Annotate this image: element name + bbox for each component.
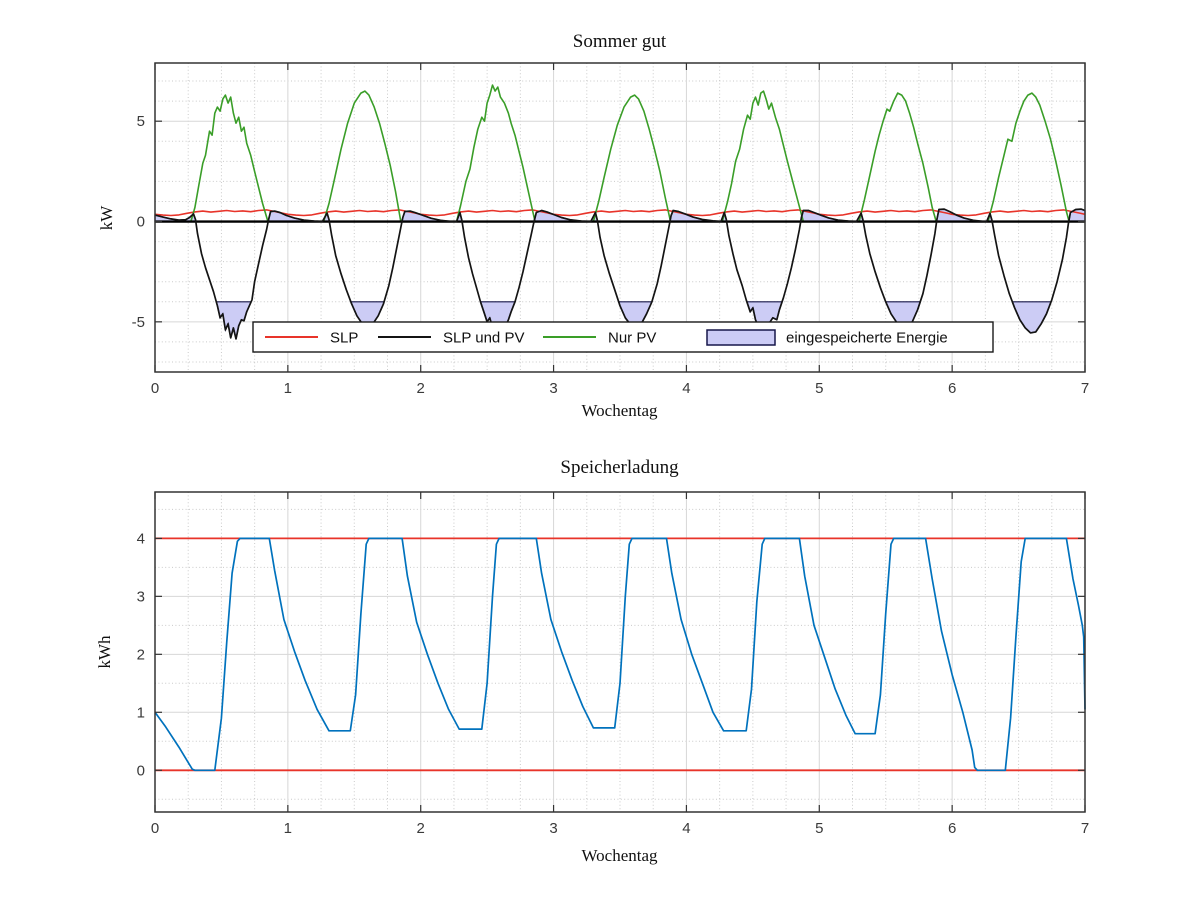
- x-tick-label: 6: [948, 820, 956, 837]
- x-tick-label: 1: [284, 820, 292, 837]
- series-nur-pv: [155, 84, 1085, 223]
- x-tick-label: 0: [151, 820, 159, 837]
- y-tick-label: 4: [137, 530, 145, 547]
- bottom-chart-xlabel: Wochentag: [581, 846, 658, 865]
- legend-label-stored-energy: eingespeicherte Energie: [786, 330, 948, 347]
- axes-box: [154, 491, 1086, 813]
- top-chart-xlabel: Wochentag: [581, 401, 658, 420]
- x-tick-label: 2: [417, 820, 425, 837]
- x-tick-label: 2: [417, 380, 425, 397]
- series-slp-und-pv: [154, 208, 1086, 341]
- y-tick-label: 3: [137, 588, 145, 605]
- legend-patch-stored-energy: [706, 329, 776, 346]
- y-tick-label: 0: [137, 762, 145, 779]
- tick-marks: [154, 492, 1086, 812]
- x-tick-label: 7: [1081, 820, 1089, 837]
- x-tick-label: 4: [682, 380, 690, 397]
- bottom-chart-title: Speicherladung: [560, 457, 679, 478]
- tick-marks: [154, 63, 1086, 372]
- legend-box: [252, 321, 994, 353]
- bottom-chart-ylabel: kWh: [95, 635, 114, 669]
- legend-label-slp-und-pv: SLP und PV: [443, 330, 524, 347]
- x-tick-label: 6: [948, 380, 956, 397]
- minor-grid: [155, 492, 1085, 812]
- x-tick-label: 5: [815, 380, 823, 397]
- x-tick-label: 4: [682, 820, 690, 837]
- bottom-chart: 0 1 2 3 4 5 6 7 0 1 2 3 4: [137, 491, 1089, 837]
- y-tick-label: 0: [137, 214, 145, 231]
- x-tick-label: 7: [1081, 380, 1089, 397]
- y-tick-label: -5: [132, 314, 145, 331]
- y-tick-label: 1: [137, 704, 145, 721]
- top-chart-title: Sommer gut: [573, 31, 667, 52]
- y-tick-label: 5: [137, 113, 145, 130]
- x-tick-label: 3: [549, 380, 557, 397]
- x-tick-label: 0: [151, 380, 159, 397]
- legend: SLP SLP und PV Nur PV eingespeicherte En…: [252, 321, 994, 353]
- legend-label-slp: SLP: [330, 330, 358, 347]
- axes-box: [154, 62, 1086, 373]
- x-tick-label: 1: [284, 380, 292, 397]
- series-speicherladung: [154, 537, 1086, 772]
- top-chart-ylabel: kW: [97, 205, 116, 231]
- x-tick-label: 5: [815, 820, 823, 837]
- x-tick-label: 3: [549, 820, 557, 837]
- y-tick-label: 2: [137, 646, 145, 663]
- legend-label-nur-pv: Nur PV: [608, 330, 656, 347]
